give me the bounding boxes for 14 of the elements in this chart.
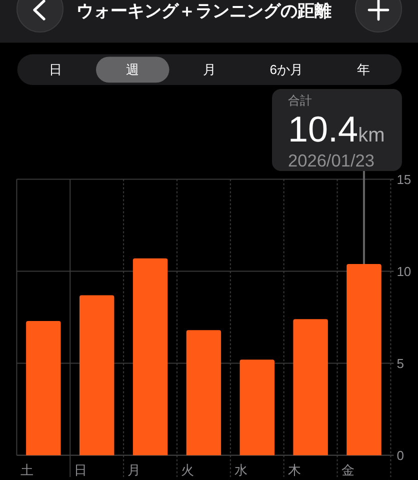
y-tick-label: 10	[396, 264, 412, 279]
x-tick-label: 日	[74, 462, 88, 478]
y-tick-label: 15	[396, 172, 412, 187]
x-tick-label: 金	[341, 462, 354, 478]
x-tick-label: 木	[288, 462, 301, 478]
x-tick-label: 火	[180, 462, 194, 478]
x-tick-label: 月	[128, 462, 141, 478]
x-tick-label: 水	[234, 462, 248, 478]
y-tick-label: 5	[396, 356, 404, 371]
chart-title: ウォーキング＋ランニングの距離	[76, 2, 332, 20]
y-tick-label: 0	[396, 448, 404, 463]
annotation: 合計 10.4km 2026/01/23	[288, 94, 385, 170]
tooltip: 合計 10.4km 2026/01/23	[272, 89, 402, 171]
x-tick-label: 土	[20, 462, 34, 478]
